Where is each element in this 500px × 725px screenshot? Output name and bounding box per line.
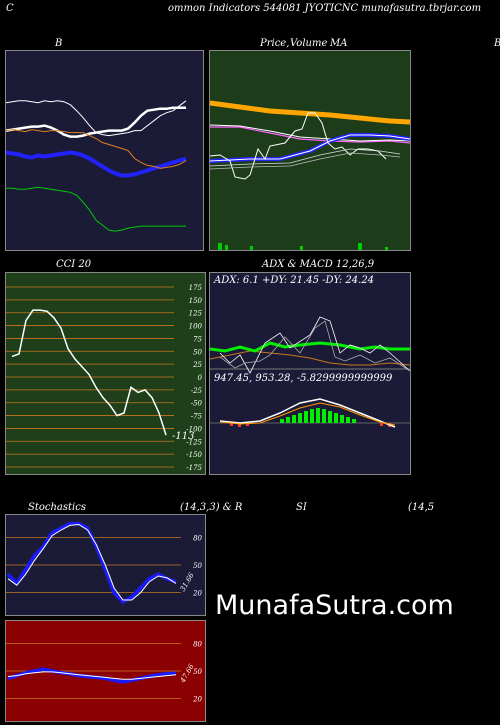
ma-mid-line (210, 126, 410, 144)
rsi-tick-label: 50 (193, 668, 202, 676)
cci-line (11, 309, 167, 436)
bollinger-svg (6, 100, 187, 232)
cci-tick-label: -50 (191, 400, 203, 408)
price-line (210, 112, 387, 180)
cci-tick-label: 150 (189, 297, 203, 305)
rsi-params: (14,5 (408, 502, 435, 513)
rsi-tick-label: 80 (193, 640, 202, 648)
rsi-label: SI (296, 502, 307, 513)
bb-lower-line (6, 129, 187, 169)
plus-dy-line (219, 316, 410, 374)
ma-mid2-line (210, 124, 410, 142)
stoch-tick-label: 20 (192, 590, 202, 598)
rsi-d-line (7, 671, 177, 680)
price-label: Price, (260, 38, 290, 49)
ma-short-inner (210, 134, 410, 162)
cci-tick-label: -175 (186, 464, 202, 472)
edge-letter: B (494, 38, 500, 49)
minus-dy-line (219, 320, 410, 372)
volume-bars (218, 243, 388, 250)
cci-svg: 175 150 125 100 75 50 25 0 -25 -50 -75 -100 -125 -150… (6, 284, 203, 472)
header-title: ommon Indicators 544081 JYOTICNC munafas… (168, 3, 482, 14)
bb-mid-line (6, 150, 187, 178)
stochastics-params: (14,3,3) & R (180, 502, 243, 513)
cci-last-label: -113 (172, 431, 194, 442)
watermark: MunafaSutra.com (215, 590, 454, 621)
cci-tick-label: -100 (186, 425, 202, 433)
ma-label: MA (330, 38, 348, 49)
stoch-tick-label: 80 (193, 534, 202, 542)
adx-panel: ADX: 6.1 +DY: 21.45 -DY: 24.24 947.45, 9… (209, 272, 411, 475)
cci-label: CCI 20 (56, 259, 92, 270)
macd-line (219, 398, 396, 428)
bb-mid-inner (6, 100, 187, 137)
stochastics-label: Stochastics (28, 502, 86, 513)
cci-tick-label: -25 (191, 387, 203, 395)
rsi-tick-label: 20 (192, 696, 202, 704)
rsi-k-line (7, 667, 177, 684)
bollinger-label: B (55, 38, 63, 49)
bb-upper-line (6, 186, 186, 232)
rsi-panel: 80 50 20 47.66 (5, 620, 206, 722)
cci-tick-label: 50 (193, 348, 202, 356)
macd-histogram (280, 408, 356, 423)
price-lines-white2 (210, 152, 401, 170)
ma-long-line (210, 100, 410, 125)
volume-label: Volume (290, 38, 328, 49)
cci-tick-label: 25 (192, 361, 202, 369)
cci-tick-label: 100 (189, 323, 203, 331)
cci-tick-label: -75 (191, 413, 203, 421)
stoch-d-line (7, 523, 177, 601)
adx-text: ADX: 6.1 +DY: 21.45 -DY: 24.24 (214, 275, 375, 286)
cci-tick-label: -150 (186, 451, 202, 459)
adx-line (210, 350, 410, 366)
price-lines-white (210, 148, 401, 167)
cci-tick-label: 125 (189, 310, 203, 318)
price-svg (210, 100, 410, 250)
signal-line (219, 402, 396, 426)
adx-svg (210, 316, 410, 428)
bollinger-panel (5, 50, 204, 251)
macd-text: 947.45, 953.28, -5.8299999999999 (214, 373, 393, 384)
header-letter: C (6, 3, 14, 14)
price-panel (209, 50, 411, 251)
cci-tick-label: -125 (186, 438, 202, 446)
ma-short-line (210, 133, 410, 163)
cci-tick-label: 0 (198, 374, 203, 382)
adx-macd-label: ADX & MACD 12,26,9 (262, 259, 375, 270)
stochastics-panel: 80 50 20 31.66 (5, 514, 206, 616)
stoch-tick-label: 50 (193, 562, 202, 570)
cci-tick-label: 175 (189, 284, 203, 292)
adx-green-line (210, 341, 410, 353)
cci-tick-label: 75 (193, 335, 202, 343)
cci-panel: 175 150 125 100 75 50 25 0 -25 -50 -75 -100 -125 -150… (5, 272, 206, 475)
